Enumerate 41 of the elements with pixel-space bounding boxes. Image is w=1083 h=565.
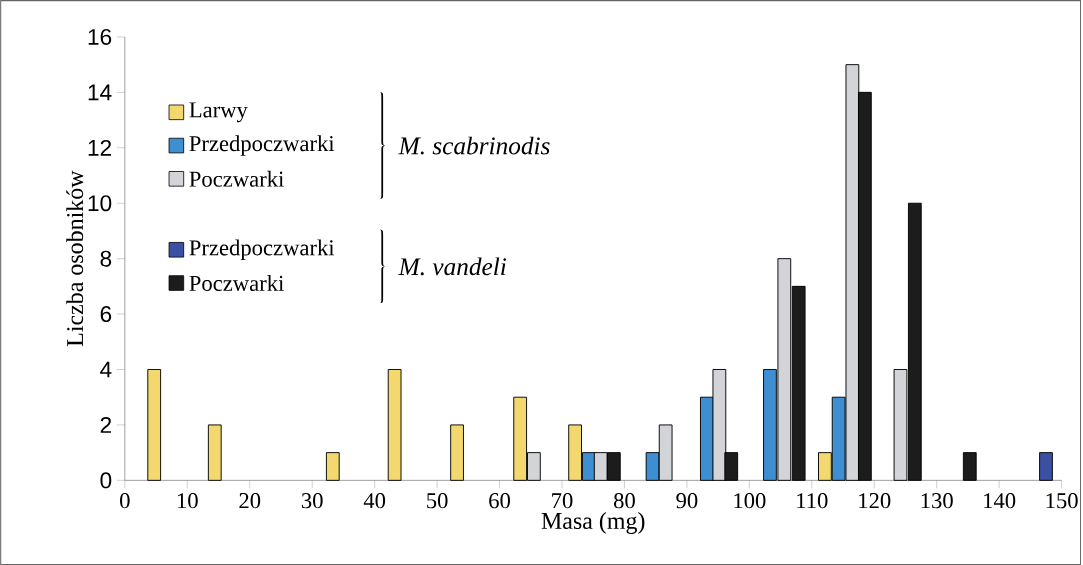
bar <box>147 368 162 481</box>
y-tick-label: 0 <box>100 472 112 489</box>
x-tick-label: 120 <box>859 492 891 509</box>
bar <box>325 452 340 481</box>
legend-label: Przedpoczwarki <box>189 239 335 260</box>
legend-label: Przedpoczwarki <box>189 135 335 156</box>
bar <box>387 368 402 481</box>
y-axis-title: Liczba osobników <box>66 170 84 347</box>
y-tick-label: 16 <box>88 28 112 45</box>
legend-label: Poczwarki <box>189 170 284 187</box>
y-tick-label: 6 <box>100 305 112 322</box>
x-axis-title: Masa (mg) <box>541 512 645 534</box>
y-tick-label: 2 <box>100 416 111 433</box>
bar <box>450 424 464 481</box>
x-tick-label: 0 <box>120 492 130 509</box>
x-tick-label: 110 <box>797 492 828 509</box>
y-tick-label: 14 <box>88 84 112 101</box>
x-tick-label: 50 <box>427 492 448 509</box>
legend-label: Poczwarki <box>189 274 284 291</box>
x-tick-label: 60 <box>489 492 511 509</box>
x-tick-label: 140 <box>984 492 1016 509</box>
x-tick-label: 90 <box>676 492 698 509</box>
x-tick-label: 130 <box>921 492 953 509</box>
y-tick-label: 12 <box>88 139 111 156</box>
x-tick-label: 100 <box>734 492 766 509</box>
bar <box>1039 452 1053 481</box>
y-tick-label: 10 <box>88 195 112 212</box>
x-tick-label: 40 <box>363 492 386 509</box>
annotation: M. scabrinodis <box>398 136 550 155</box>
x-tick-label: 150 <box>1046 492 1078 509</box>
bar <box>207 424 222 481</box>
x-tick-label: 80 <box>613 492 635 509</box>
x-tick-label: 10 <box>177 492 198 509</box>
x-tick-label: 20 <box>239 492 261 509</box>
legend-label: Larwy <box>189 102 248 123</box>
annotation: M. vandeli <box>398 257 507 276</box>
y-tick-label: 8 <box>100 250 112 267</box>
x-tick-label: 30 <box>301 492 323 509</box>
x-tick-label: 70 <box>552 492 573 509</box>
bar <box>962 452 977 481</box>
y-tick-label: 4 <box>100 361 112 378</box>
